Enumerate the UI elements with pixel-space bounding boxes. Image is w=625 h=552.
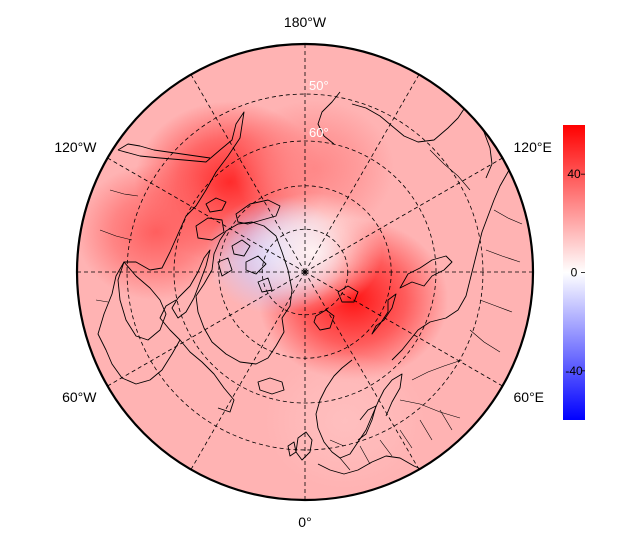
chukotka-coast bbox=[317, 91, 341, 145]
archipelago-islands bbox=[205, 197, 273, 293]
meridian--30 bbox=[190, 271, 306, 470]
lon-label-60w: 60°W bbox=[62, 389, 97, 405]
iceland-coast bbox=[257, 377, 285, 395]
north-america-coast bbox=[97, 111, 245, 385]
east-siberia-coast bbox=[351, 103, 467, 143]
lon-label-120e: 120°E bbox=[514, 139, 552, 155]
russia-borders bbox=[399, 149, 523, 419]
labrador-coast bbox=[179, 339, 235, 413]
ellesmere-coast bbox=[235, 199, 281, 225]
latitude-labels: 50° 60° bbox=[309, 78, 329, 140]
colorbar-tick-label: 40 bbox=[567, 167, 581, 181]
graticule bbox=[77, 44, 533, 500]
colorbar: 40 0 -40 bbox=[563, 125, 585, 420]
coastlines bbox=[97, 91, 515, 475]
meridian-30 bbox=[304, 271, 420, 470]
meridian-150 bbox=[304, 74, 420, 273]
lon-label-0: 0° bbox=[298, 514, 311, 530]
meridian--120 bbox=[107, 157, 306, 273]
meridian--150 bbox=[190, 74, 306, 273]
near-zero-central-arctic bbox=[242, 192, 383, 312]
eurasia-north-coast bbox=[391, 159, 515, 361]
hudson-bay-coast bbox=[117, 261, 167, 341]
taymyr-coast bbox=[399, 255, 453, 289]
greenland-coast bbox=[195, 221, 293, 365]
meridian-60 bbox=[304, 271, 503, 387]
svalbard-coast bbox=[313, 309, 335, 331]
colorbar-gradient bbox=[563, 125, 585, 420]
map-boundary bbox=[75, 42, 535, 502]
baffin-island-coast bbox=[171, 249, 211, 319]
victoria-island-coast bbox=[195, 217, 225, 241]
parallel-60 bbox=[173, 140, 437, 404]
franz-josef-land-coast bbox=[337, 285, 359, 303]
meridian-120 bbox=[304, 157, 503, 273]
colorbar-tick-label: -40 bbox=[565, 364, 583, 378]
alaska-coast bbox=[117, 143, 211, 159]
europe-borders bbox=[329, 409, 453, 471]
british-isles-coast bbox=[287, 431, 313, 461]
novaya-zemlya-coast bbox=[371, 293, 397, 335]
colorbar-ticks: 40 0 -40 bbox=[565, 167, 585, 378]
lon-label-180w: 180°W bbox=[284, 14, 327, 30]
country-borders bbox=[95, 149, 523, 471]
colorbar-tick-label: 0 bbox=[571, 266, 578, 280]
baltic-coast bbox=[357, 405, 377, 441]
lat-label-60: 60° bbox=[309, 125, 329, 140]
lat-label-50: 50° bbox=[309, 78, 329, 93]
scandinavia-coast bbox=[315, 359, 403, 459]
lon-label-120w: 120°W bbox=[54, 139, 97, 155]
lon-label-60e: 60°E bbox=[514, 389, 545, 405]
mild-europe bbox=[264, 352, 425, 489]
longitude-labels: 180°W 120°W 120°E 60°W 60°E 0° bbox=[54, 14, 551, 530]
warm-anomaly-west-canada bbox=[77, 164, 237, 301]
canada-us-border bbox=[95, 189, 139, 303]
meridian--60 bbox=[107, 271, 306, 387]
